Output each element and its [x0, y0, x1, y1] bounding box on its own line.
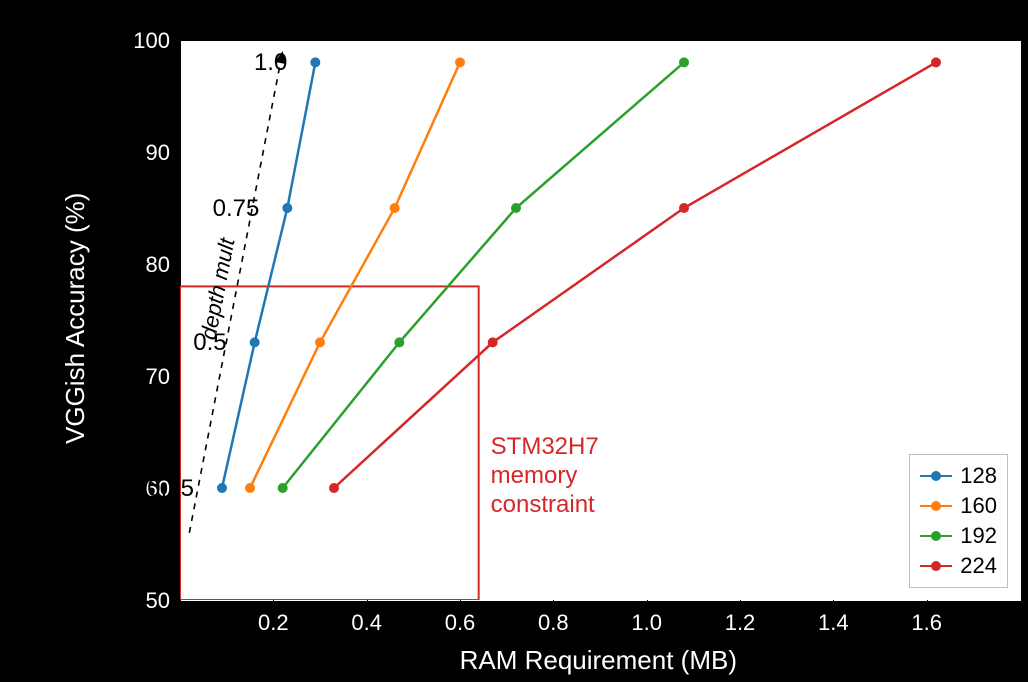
series-line-224: [334, 62, 936, 488]
legend-swatch: [920, 475, 952, 477]
x-tick-label: 1.2: [715, 610, 765, 636]
legend-item-224: 224: [920, 553, 997, 579]
series-marker-224: [931, 57, 941, 67]
x-tick-label: 0.2: [248, 610, 298, 636]
series-line-192: [283, 62, 684, 488]
series-marker-128: [282, 203, 292, 213]
x-tick-label: 1.4: [808, 610, 858, 636]
legend-swatch: [920, 505, 952, 507]
depth-label-1.0: 1.0: [217, 49, 287, 77]
series-marker-192: [278, 483, 288, 493]
y-axis-label: VGGish Accuracy (%): [60, 192, 91, 443]
constraint-label-line1: STM32H7: [491, 433, 599, 460]
y-tick-label: 90: [110, 140, 170, 166]
legend-swatch: [920, 535, 952, 537]
series-marker-160: [245, 483, 255, 493]
legend-label: 224: [960, 553, 997, 579]
x-tick-label: 0.8: [528, 610, 578, 636]
series-marker-192: [511, 203, 521, 213]
constraint-label-line2: memory: [491, 462, 578, 489]
y-tick-label: 50: [110, 588, 170, 614]
legend-marker-icon: [931, 531, 941, 541]
series-marker-224: [329, 483, 339, 493]
y-tick-label: 70: [110, 364, 170, 390]
legend-marker-icon: [931, 561, 941, 571]
series-marker-192: [679, 57, 689, 67]
series-marker-160: [455, 57, 465, 67]
y-tick-label: 80: [110, 252, 170, 278]
series-marker-160: [315, 337, 325, 347]
x-tick-label: 1.0: [622, 610, 672, 636]
memory-constraint-label: STM32H7 memory constraint: [491, 433, 599, 519]
series-marker-128: [250, 337, 260, 347]
legend-item-128: 128: [920, 463, 997, 489]
y-tick-label: 100: [110, 28, 170, 54]
series-marker-192: [394, 337, 404, 347]
legend-label: 192: [960, 523, 997, 549]
series-marker-224: [679, 203, 689, 213]
legend-swatch: [920, 565, 952, 567]
depth-label-0.75: 0.75: [189, 195, 259, 223]
legend: 128 160 192 224: [909, 454, 1008, 588]
series-line-160: [250, 62, 460, 488]
plot-svg: [180, 40, 1020, 600]
depth-label-0.25: 0.25: [124, 475, 194, 503]
series-marker-128: [217, 483, 227, 493]
series-marker-224: [488, 337, 498, 347]
x-tick-label: 0.6: [435, 610, 485, 636]
x-tick-label: 1.6: [902, 610, 952, 636]
constraint-label-line3: constraint: [491, 491, 595, 518]
legend-label: 160: [960, 493, 997, 519]
series-marker-160: [390, 203, 400, 213]
page-root: VGGish Accuracy (%) RAM Requirement (MB)…: [0, 0, 1028, 682]
x-tick-label: 0.4: [342, 610, 392, 636]
legend-item-160: 160: [920, 493, 997, 519]
series-line-128: [222, 62, 315, 488]
legend-marker-icon: [931, 471, 941, 481]
legend-label: 128: [960, 463, 997, 489]
legend-item-192: 192: [920, 523, 997, 549]
legend-marker-icon: [931, 501, 941, 511]
x-axis-label: RAM Requirement (MB): [460, 645, 737, 676]
series-marker-128: [310, 57, 320, 67]
